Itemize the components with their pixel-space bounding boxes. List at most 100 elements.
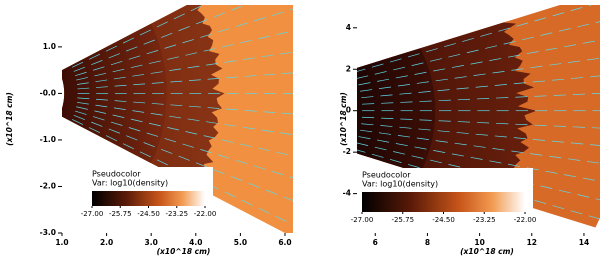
velocity-vector — [289, 8, 293, 11]
velocity-vector — [414, 71, 427, 75]
x-tick-label: 12 — [527, 238, 537, 247]
velocity-vector — [590, 144, 600, 146]
velocity-vector — [240, 143, 252, 147]
y-tick-label: 1.0 — [43, 42, 56, 51]
y-tick-label: -1.0 — [40, 135, 56, 144]
velocity-vector — [429, 58, 442, 62]
velocity-vector — [281, 112, 293, 115]
velocity-vector — [173, 13, 185, 20]
velocity-vector — [108, 53, 120, 59]
velocity-vector — [110, 121, 123, 126]
velocity-vector — [360, 89, 373, 92]
velocity-vector — [178, 26, 190, 32]
velocity-vector — [381, 102, 394, 104]
velocity-vector — [161, 148, 173, 154]
velocity-vector — [236, 160, 248, 165]
y-tick-label: -2 — [343, 147, 351, 156]
velocity-vector — [400, 118, 413, 120]
velocity-vector — [416, 137, 429, 140]
velocity-vector — [242, 126, 255, 130]
y-axis-label: (x10^18 cm) — [339, 92, 348, 146]
velocity-vector — [77, 87, 90, 90]
velocity-vector — [91, 121, 103, 127]
velocity-vector — [511, 68, 524, 71]
velocity-vector — [414, 146, 427, 150]
colorbar-tick-label: -23.25 — [165, 210, 188, 218]
colorbar-tick-label: -25.75 — [109, 210, 132, 218]
velocity-vector — [489, 160, 502, 164]
velocity-vector — [357, 75, 369, 79]
velocity-vector — [248, 0, 259, 4]
velocity-vector — [380, 125, 393, 127]
velocity-vector — [552, 205, 565, 210]
velocity-vector — [522, 36, 534, 41]
velocity-vector — [374, 71, 387, 75]
velocity-vector — [503, 41, 516, 45]
velocity-vector — [283, 196, 293, 201]
velocity-vector — [133, 101, 146, 104]
y-tick-label: 0 — [346, 106, 351, 115]
velocity-vector — [511, 150, 524, 154]
velocity-vector — [357, 149, 366, 153]
velocity-vector — [226, 76, 239, 79]
colorbar-tick-label: -27.00 — [81, 210, 104, 218]
velocity-vector — [113, 76, 126, 80]
velocity-vector — [218, 28, 230, 33]
velocity-vector — [473, 145, 486, 148]
colorbar-subtitle: Var: log10(density) — [362, 180, 438, 189]
velocity-vector — [456, 132, 469, 134]
velocity-vector — [572, 126, 585, 128]
velocity-vector — [130, 64, 143, 69]
velocity-vector — [88, 53, 101, 60]
velocity-vector — [476, 98, 490, 100]
velocity-vector — [261, 54, 274, 58]
velocity-vector — [187, 65, 200, 69]
velocity-vector — [114, 100, 127, 102]
velocity-vector — [187, 118, 200, 122]
x-axis-label: (x10^18 cm) — [460, 247, 514, 256]
velocity-vector — [568, 158, 581, 161]
velocity-vector — [206, 121, 218, 124]
velocity-vector — [393, 151, 406, 155]
velocity-vector — [258, 35, 271, 40]
y-tick-label: -3.0 — [40, 228, 56, 237]
velocity-vector — [317, 47, 329, 49]
velocity-vector — [591, 93, 600, 95]
colorbar-subtitle: Var: log10(density) — [92, 179, 168, 188]
velocity-vector — [577, 194, 590, 198]
velocity-vector — [485, 45, 498, 49]
velocity-vector — [213, 169, 225, 175]
velocity-vector — [451, 65, 464, 68]
velocity-vector — [126, 135, 138, 141]
velocity-vector — [244, 75, 257, 77]
velocity-vector — [494, 84, 507, 86]
velocity-vector — [105, 135, 118, 142]
velocity-vector — [207, 107, 220, 109]
velocity-vector — [122, 143, 134, 150]
velocity-vector — [185, 52, 198, 56]
colorbar-tick-label: -22.00 — [194, 210, 217, 218]
velocity-vector — [151, 82, 164, 84]
velocity-vector — [357, 142, 369, 146]
velocity-vector — [568, 60, 581, 63]
x-tick-label: 6.0 — [278, 238, 291, 247]
velocity-vector — [545, 170, 558, 174]
velocity-vector — [279, 132, 292, 135]
velocity-vector — [513, 137, 526, 140]
colorbar-tick-label: -24.50 — [432, 216, 455, 224]
velocity-vector — [530, 153, 543, 156]
velocity-vector — [213, 12, 225, 18]
velocity-vector — [378, 132, 392, 135]
velocity-vector — [313, 24, 325, 27]
velocity-vector — [73, 115, 86, 120]
velocity-vector — [433, 150, 446, 153]
velocity-vector — [110, 60, 123, 66]
velocity-vector — [496, 97, 509, 99]
velocity-vector — [397, 135, 411, 138]
velocity-vector — [317, 138, 329, 140]
velocity-vector — [221, 139, 234, 143]
velocity-vector — [454, 142, 467, 146]
velocity-vector — [253, 165, 266, 170]
colorbar-tick-label: -25.75 — [391, 216, 414, 224]
velocity-vector — [203, 135, 216, 139]
